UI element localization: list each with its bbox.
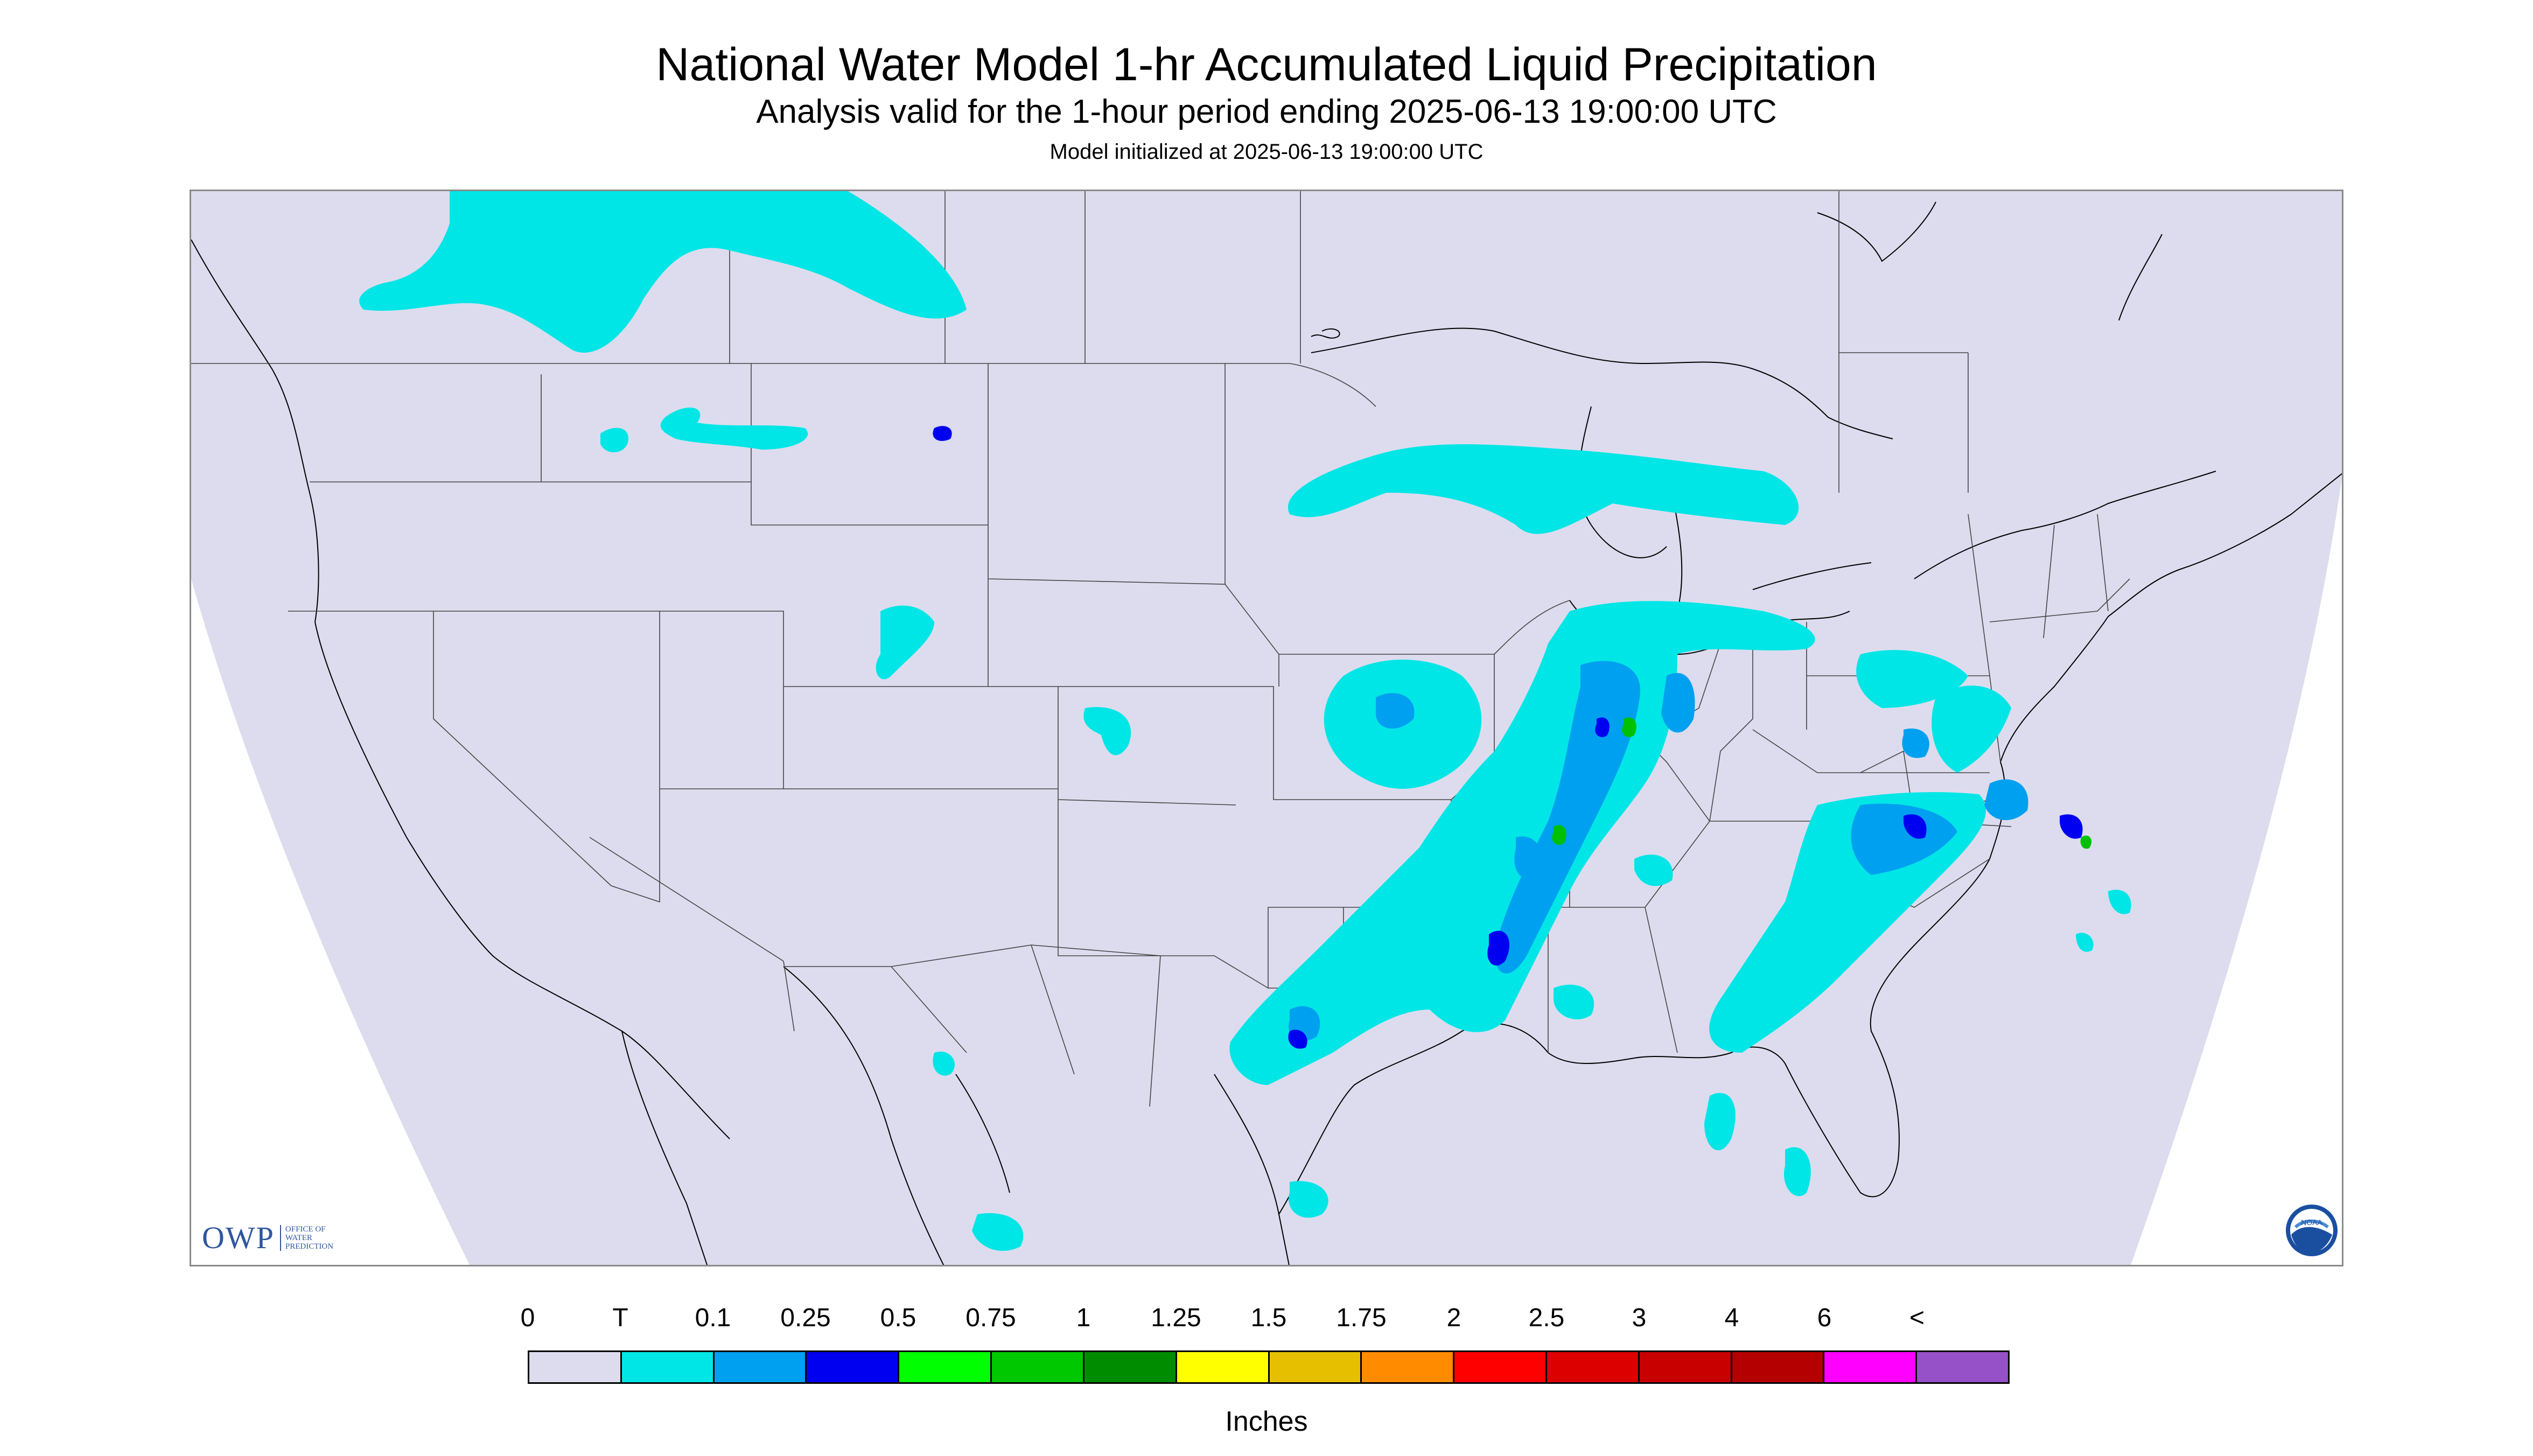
legend-tick-label: 1.25	[1151, 1304, 1201, 1332]
legend-swatch	[529, 1352, 622, 1382]
legend-swatch	[714, 1352, 807, 1382]
legend-swatch	[1084, 1352, 1177, 1382]
owp-line3: PREDICTION	[285, 1242, 334, 1251]
map-subtitle: Analysis valid for the 1-hour period end…	[756, 93, 1777, 130]
owp-line1: OFFICE OF	[285, 1224, 326, 1234]
legend-swatch	[1824, 1352, 1918, 1382]
legend-tick-label: <	[1909, 1304, 1925, 1332]
rain-heavy-areas	[933, 426, 2083, 1049]
precipitation-map[interactable]: OWP OFFICE OF WATER PREDICTION NOAA	[190, 190, 2343, 1266]
legend-tick-labels: 0 T 0.1 0.25 0.5 0.75 1 1.25 1.5 1.75 2 2.5 3 4 6 <	[0, 1303, 2533, 1335]
legend-swatch	[1917, 1352, 2008, 1382]
legend-tick-label: 4	[1724, 1304, 1739, 1332]
legend-swatch	[621, 1352, 715, 1382]
legend-swatch	[1454, 1352, 1547, 1382]
model-init-line: Model initialized at 2025-06-13 19:00:00…	[1049, 140, 1484, 164]
legend-tick-label: 3	[1632, 1304, 1647, 1332]
map-title: National Water Model 1-hr Accumulated Li…	[656, 39, 1877, 90]
legend-swatch	[1362, 1352, 1455, 1382]
legend-tick-label: T	[612, 1304, 628, 1332]
legend-units: Inches	[1225, 1406, 1308, 1437]
legend-tick-label: 1.75	[1336, 1304, 1387, 1332]
legend-tick-label: 2.5	[1528, 1304, 1565, 1332]
legend-tick-label: 6	[1817, 1304, 1832, 1332]
legend-tick-label: 0.75	[965, 1304, 1016, 1332]
legend-swatch	[899, 1352, 992, 1382]
legend-color-bar	[528, 1350, 2010, 1384]
legend-tick-label: 2	[1446, 1304, 1461, 1332]
owp-line2: WATER	[285, 1233, 312, 1242]
legend-tick-label: 0.5	[880, 1304, 916, 1332]
legend-swatch	[807, 1352, 900, 1382]
owp-abbrev: OWP	[202, 1220, 275, 1255]
model-domain	[191, 191, 2342, 1265]
rain-mid-areas	[1289, 661, 2028, 1041]
legend-swatch	[1732, 1352, 1825, 1382]
noaa-logo-icon: NOAA	[2286, 1205, 2338, 1256]
legend-swatch	[1639, 1352, 1732, 1382]
legend-tick-label: 0.1	[695, 1304, 731, 1332]
legend-tick-label: 1.5	[1250, 1304, 1287, 1332]
owp-full-name: OFFICE OF WATER PREDICTION	[279, 1224, 334, 1251]
noaa-text: NOAA	[2301, 1218, 2322, 1227]
legend-tick-label: 0.25	[780, 1304, 831, 1332]
legend-tick-label: 0	[520, 1304, 535, 1332]
legend-swatch	[1177, 1352, 1270, 1382]
legend-swatch	[1269, 1352, 1362, 1382]
legend-swatch	[992, 1352, 1084, 1382]
legend-tick-label: 1	[1076, 1304, 1091, 1332]
owp-logo: OWP OFFICE OF WATER PREDICTION	[202, 1220, 333, 1256]
legend-swatch	[1547, 1352, 1640, 1382]
rain-extreme-areas	[1552, 717, 2092, 849]
map-canvas	[191, 191, 2342, 1265]
